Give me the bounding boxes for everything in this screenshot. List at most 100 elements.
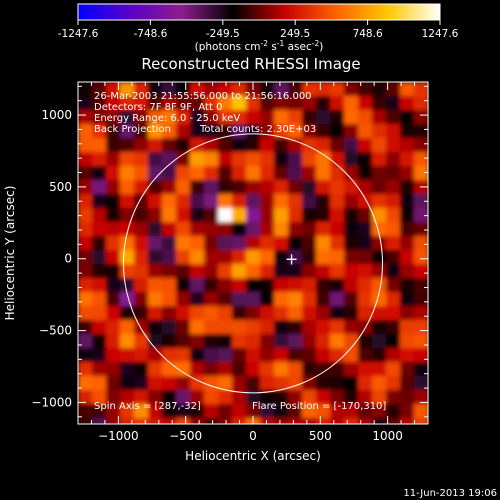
heatmap-cell	[232, 138, 247, 153]
heatmap-cell	[78, 124, 93, 139]
heatmap-cell	[372, 236, 387, 251]
heatmap-cell	[134, 222, 149, 237]
heatmap-cell	[344, 418, 359, 424]
heatmap-cell	[190, 278, 205, 293]
heatmap-cell	[106, 334, 121, 349]
heatmap-cell	[162, 418, 177, 424]
heatmap-cell	[330, 418, 345, 424]
heatmap-cell	[106, 264, 121, 279]
heatmap-cell	[260, 278, 275, 293]
heatmap-cell	[92, 376, 107, 391]
heatmap-cell	[190, 152, 205, 167]
heatmap-cell	[232, 82, 247, 97]
heatmap-cell	[246, 152, 261, 167]
heatmap-cell	[232, 362, 247, 377]
heatmap-cell	[274, 320, 289, 335]
heatmap-cell	[106, 138, 121, 153]
heatmap-cell	[92, 166, 107, 181]
heatmap-cell	[204, 96, 219, 111]
heatmap-cell	[330, 208, 345, 223]
colorbar: -1247.6 -748.6 -249.5 249.5 748.6 1247.6 (pho…	[58, 3, 459, 53]
heatmap-cell	[120, 180, 135, 195]
heatmap-cell	[218, 250, 233, 265]
heatmap-cell	[414, 82, 428, 97]
heatmap-cell	[176, 250, 191, 265]
heatmap-cell	[372, 250, 387, 265]
heatmap-cell	[302, 278, 317, 293]
x-tick-label: 1000	[372, 429, 403, 443]
heatmap-cell	[120, 404, 135, 419]
heatmap-cell	[218, 278, 233, 293]
heatmap-cell	[372, 348, 387, 363]
heatmap-cell	[358, 152, 373, 167]
heatmap-cell	[232, 236, 247, 251]
heatmap-cell	[274, 82, 289, 97]
heatmap-cell	[400, 362, 415, 377]
heatmap-cell	[106, 390, 121, 405]
heatmap-cell	[78, 236, 93, 251]
heatmap-cell	[358, 222, 373, 237]
heatmap-cell	[78, 194, 93, 209]
heatmap-cell	[190, 236, 205, 251]
heatmap-cell	[148, 320, 163, 335]
heatmap-cell	[232, 110, 247, 125]
heatmap-cell	[218, 110, 233, 125]
heatmap-cell	[414, 418, 428, 424]
heatmap-cell	[274, 110, 289, 125]
heatmap-cell	[92, 96, 107, 111]
heatmap-cell	[246, 390, 261, 405]
heatmap-cell	[400, 124, 415, 139]
heatmap-cell	[120, 194, 135, 209]
heatmap-cell	[218, 292, 233, 307]
chart-title: Reconstructed RHESSI Image	[141, 55, 360, 73]
heatmap-cell	[162, 250, 177, 265]
heatmap-cell	[218, 404, 233, 419]
heatmap-cell	[162, 208, 177, 223]
heatmap-cell	[330, 194, 345, 209]
heatmap-cell	[358, 82, 373, 97]
heatmap-cell	[148, 404, 163, 419]
heatmap-cell	[316, 96, 331, 111]
heatmap-cell	[232, 180, 247, 195]
heatmap-cell	[78, 376, 93, 391]
heatmap-cell	[330, 124, 345, 139]
heatmap-cell	[274, 362, 289, 377]
heatmap-cell	[218, 208, 233, 223]
y-tick-label: −1000	[31, 395, 72, 409]
heatmap-cell	[302, 250, 317, 265]
heatmap-cell	[316, 320, 331, 335]
heatmap-cell	[316, 306, 331, 321]
heatmap-cell	[176, 334, 191, 349]
heatmap-cell	[176, 166, 191, 181]
heatmap-cell	[162, 404, 177, 419]
heatmap-cell	[162, 180, 177, 195]
heatmap-cell	[106, 166, 121, 181]
heatmap-cell	[386, 390, 401, 405]
colorbar-strip	[77, 3, 441, 21]
heatmap-cell	[372, 166, 387, 181]
heatmap-cell	[106, 82, 121, 97]
heatmap-cell	[344, 180, 359, 195]
heatmap-cell	[316, 278, 331, 293]
heatmap-cell	[302, 208, 317, 223]
heatmap-cell	[148, 138, 163, 153]
heatmap-cell	[190, 264, 205, 279]
heatmap-cell	[260, 306, 275, 321]
heatmap-cell	[120, 306, 135, 321]
heatmap-cell	[120, 166, 135, 181]
heatmap-cell	[414, 292, 428, 307]
heatmap-cell	[246, 180, 261, 195]
heatmap-cell	[316, 264, 331, 279]
heatmap-cell	[162, 320, 177, 335]
y-tick-label: 1000	[41, 108, 72, 122]
heatmap-cell	[106, 348, 121, 363]
heatmap-cell	[400, 404, 415, 419]
heatmap-cell	[274, 376, 289, 391]
heatmap-cell	[78, 306, 93, 321]
heatmap-cell	[386, 194, 401, 209]
y-axis-title: Heliocentric Y (arcsec)	[3, 186, 17, 321]
heatmap-cell	[232, 96, 247, 111]
heatmap-cell	[120, 82, 135, 97]
heatmap-cell	[232, 250, 247, 265]
heatmap-cell	[190, 138, 205, 153]
